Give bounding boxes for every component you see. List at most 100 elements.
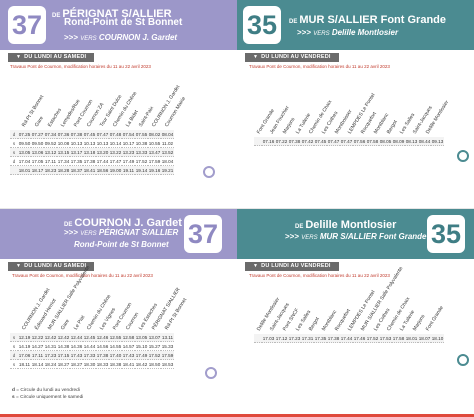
departure-time: 17.52 bbox=[148, 350, 161, 360]
circle-icon bbox=[457, 150, 469, 162]
departure-time: 18.07 bbox=[418, 334, 431, 343]
departure-time: 08.02 bbox=[148, 130, 161, 139]
departure-time: 17.11 bbox=[44, 156, 57, 166]
departure-time: 17.06 bbox=[18, 350, 31, 360]
departure-time: 14.57 bbox=[122, 341, 135, 351]
departure-time: 18.27 bbox=[57, 359, 70, 369]
horizontal-divider bbox=[0, 208, 474, 209]
departure-time: 17.38 bbox=[83, 156, 96, 166]
departure-time: 17.23 bbox=[44, 350, 57, 360]
departure-time: 09.50 bbox=[18, 138, 31, 148]
legend: d = Circule du lundi au vendredi s = Cir… bbox=[12, 388, 83, 402]
departure-time: 17.59 bbox=[148, 156, 161, 166]
line-badge: 35 bbox=[427, 215, 465, 253]
departure-time: 10.17 bbox=[122, 138, 135, 148]
departure-time: 18.41 bbox=[83, 165, 96, 175]
departure-time: 17.05 bbox=[31, 156, 44, 166]
circle-icon bbox=[203, 166, 215, 178]
departure-time: 10.14 bbox=[109, 138, 122, 148]
departure-time: 12.44 bbox=[70, 333, 83, 342]
stop-name: Font Grande bbox=[424, 305, 445, 332]
departure-time: 13.11 bbox=[161, 333, 174, 342]
departure-time: 10.08 bbox=[57, 138, 70, 148]
departure-time: 18.04 bbox=[161, 156, 174, 166]
origin: PÉRIGNAT S/ALLIER bbox=[62, 8, 172, 20]
triangle-icon: ▼ bbox=[16, 54, 22, 60]
departure-time: 12.46 bbox=[96, 333, 109, 342]
period-bar: ▼ DU LUNDI AU SAMEDI bbox=[8, 262, 95, 271]
row-label bbox=[254, 137, 262, 146]
works-notice: Travaux Pont de Cournon, modification ho… bbox=[249, 64, 390, 69]
departure-time: 12.55 bbox=[109, 333, 122, 342]
departure-time: 18.30 bbox=[83, 359, 96, 369]
destination: MUR S/ALLIER Font Grande bbox=[319, 232, 427, 241]
departure-time: 13.52 bbox=[161, 147, 174, 157]
departure-time: 13.15 bbox=[57, 147, 70, 157]
triangle-icon: ▼ bbox=[16, 263, 22, 269]
departure-time: 17.23 bbox=[288, 334, 301, 343]
arrow-icon: >>> bbox=[285, 232, 300, 241]
departure-time: 10.13 bbox=[83, 138, 96, 148]
departure-time: 17.43 bbox=[70, 350, 83, 360]
line-badge: 37 bbox=[8, 6, 46, 44]
departure-time: 17.40 bbox=[109, 350, 122, 360]
row-label bbox=[254, 334, 262, 343]
departure-time: 18.38 bbox=[109, 359, 122, 369]
period-label: DU LUNDI AU VENDREDI bbox=[261, 263, 331, 269]
departure-time: 17.44 bbox=[340, 334, 353, 343]
departure-time: 12.42 bbox=[44, 333, 57, 342]
departure-time: 13.06 bbox=[31, 147, 44, 157]
departure-time: 18.24 bbox=[44, 359, 57, 369]
departure-time: 17.58 bbox=[392, 334, 405, 343]
departure-time: 13.05 bbox=[18, 147, 31, 157]
stop-name: Marjons bbox=[411, 313, 427, 332]
route-header: 37 DE PÉRIGNAT S/ALLIER Rond-Point de St … bbox=[0, 0, 237, 50]
departure-time: 08.09 bbox=[392, 137, 405, 146]
departure-time: 17.52 bbox=[135, 156, 148, 166]
departure-time: 07.25 bbox=[18, 130, 31, 139]
departure-time: 12.22 bbox=[31, 333, 44, 342]
de-label: DE bbox=[289, 19, 298, 25]
departure-time: 17.49 bbox=[122, 156, 135, 166]
departure-time: 19.14 bbox=[135, 165, 148, 175]
departure-time: 07.47 bbox=[340, 137, 353, 146]
departure-time: 17.47 bbox=[109, 156, 122, 166]
departure-time: 18.41 bbox=[122, 359, 135, 369]
timetable-35-to-delille: 35 DE MUR S/ALLIER Font Grande >>> VERS D… bbox=[237, 0, 474, 208]
departure-time: 08.05 bbox=[379, 137, 392, 146]
departure-time: 19.16 bbox=[148, 165, 161, 175]
works-notice: Travaux Pont de Cournon, modification ho… bbox=[12, 273, 153, 278]
row-label: s bbox=[10, 333, 18, 342]
works-notice: Travaux Pont de Cournon, modification ho… bbox=[249, 273, 390, 278]
departure-time: 13.22 bbox=[109, 147, 122, 157]
period-label: DU LUNDI AU SAMEDI bbox=[24, 54, 87, 60]
table-row: d 17.06 17.11 17.23 17.15 17.43 17.33 17.38 17.4… bbox=[10, 350, 174, 360]
departure-time: 13.12 bbox=[44, 147, 57, 157]
departure-time: 07.36 bbox=[57, 130, 70, 139]
departure-time: 17.44 bbox=[96, 156, 109, 166]
departure-time: 18.28 bbox=[57, 165, 70, 175]
departure-time: 17.11 bbox=[31, 350, 44, 360]
departure-time: 17.46 bbox=[353, 334, 366, 343]
departure-time: 17.04 bbox=[18, 156, 31, 166]
departure-time: 19.21 bbox=[161, 165, 174, 175]
legend-item: d = Circule du lundi au vendredi bbox=[12, 388, 80, 393]
departure-time: 07.45 bbox=[314, 137, 327, 146]
row-label: s bbox=[10, 359, 18, 369]
legend-text: Circule du lundi au vendredi bbox=[20, 388, 80, 393]
departure-time: 18.33 bbox=[96, 359, 109, 369]
route-header: DE COURNON J. Gardet >>> VERS PÉRIGNAT S/… bbox=[0, 209, 237, 259]
departure-time: 14.44 bbox=[83, 341, 96, 351]
arrow-icon: >>> bbox=[297, 28, 312, 37]
departure-time: 12.58 bbox=[122, 333, 135, 342]
origin-stop: Rond-Point de St Bonnet bbox=[64, 17, 183, 28]
legend-text: Circule uniquement le samedi bbox=[20, 395, 84, 400]
timetable-37-to-cournon: 37 DE PÉRIGNAT S/ALLIER Rond-Point de St … bbox=[0, 0, 237, 208]
circle-icon bbox=[457, 354, 469, 366]
departure-time: 08.04 bbox=[161, 130, 174, 139]
table-row: 17.03 17.12 17.23 17.31 17.35 17.38 17.44 17.46… bbox=[254, 334, 444, 343]
table-row: s 14.19 14.27 14.31 14.38 14.36 14.44 14.56 14.5… bbox=[10, 341, 174, 351]
arrow-icon: >>> bbox=[64, 33, 79, 42]
table-row: 07.16 07.22 07.38 07.42 07.45 07.47 07.47 07.56… bbox=[254, 137, 444, 146]
footer-bar bbox=[0, 414, 474, 417]
